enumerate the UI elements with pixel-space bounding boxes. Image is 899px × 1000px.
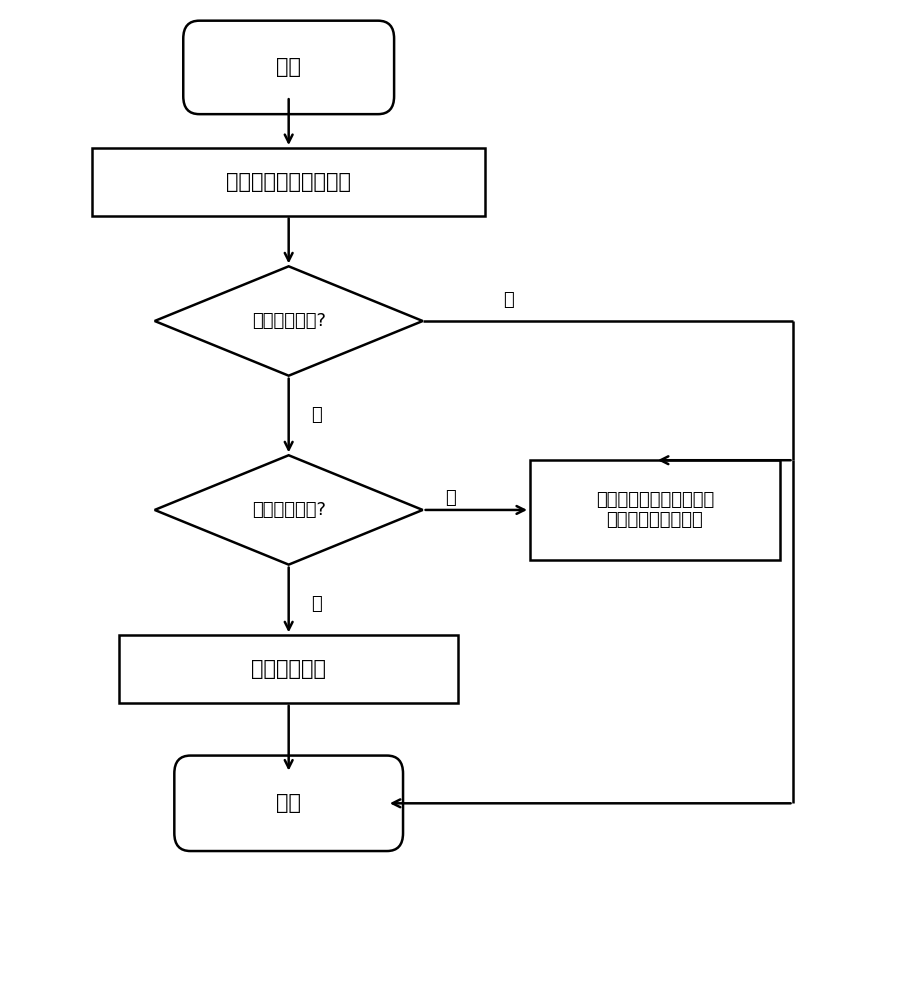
Text: 否: 否 [311, 406, 322, 424]
Text: 获取单端故障录波数据: 获取单端故障录波数据 [227, 172, 352, 192]
Text: 传统测距算法: 传统测距算法 [251, 659, 326, 679]
Bar [119, 635, 458, 703]
Text: 满足第一判据?: 满足第一判据? [252, 312, 325, 330]
Text: 否: 否 [311, 595, 322, 613]
Polygon shape [155, 266, 423, 376]
Text: 基于汤逊理论下电弧模型
的故障单端测距算法: 基于汤逊理论下电弧模型 的故障单端测距算法 [596, 491, 714, 529]
Bar [92, 148, 485, 216]
Text: 是: 是 [503, 291, 514, 309]
FancyBboxPatch shape [174, 756, 403, 851]
Text: 是: 是 [445, 489, 456, 507]
Text: 满足第二判据?: 满足第二判据? [252, 501, 325, 519]
Polygon shape [155, 455, 423, 565]
Text: 开始: 开始 [276, 57, 301, 77]
Bar [530, 460, 780, 560]
FancyBboxPatch shape [183, 21, 394, 114]
Text: 结束: 结束 [276, 793, 301, 813]
